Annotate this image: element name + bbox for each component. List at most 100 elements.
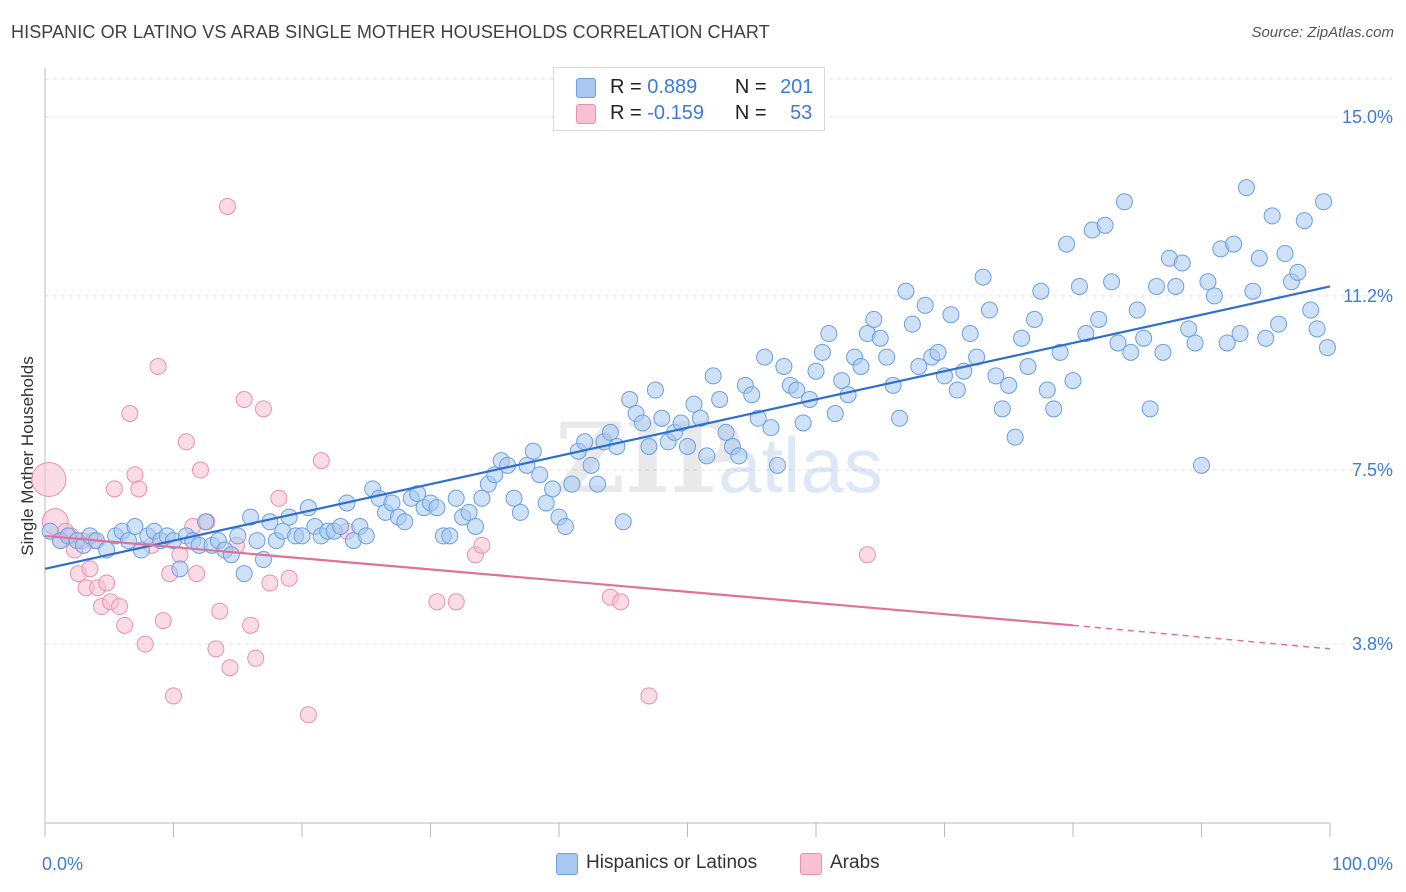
hispanic-point — [704, 367, 722, 385]
trend-line-arabs-dashed — [1072, 624, 1331, 650]
hispanic-point — [775, 357, 793, 375]
legend-n-label: N = — [734, 76, 767, 98]
arab-point — [207, 640, 225, 658]
hispanic-point — [582, 456, 600, 474]
hispanic-point — [1154, 343, 1172, 361]
arab-point — [149, 357, 167, 375]
hispanic-point — [1090, 310, 1108, 328]
hispanic-point — [222, 546, 240, 564]
hispanic-point — [1218, 334, 1236, 352]
hispanic-point — [1237, 179, 1255, 197]
hispanic-point — [460, 503, 478, 521]
hispanic-point — [730, 447, 748, 465]
hispanic-point — [357, 527, 375, 545]
arab-point — [177, 433, 195, 451]
arab-point — [221, 659, 239, 677]
hispanic-point — [788, 381, 806, 399]
legend-n-value: 201 — [780, 76, 814, 98]
hispanic-point — [762, 419, 780, 437]
hispanic-point — [235, 565, 253, 583]
legend-n-label: N = — [734, 102, 767, 124]
legend-text-arabs: R = -0.159 N = 53 — [610, 102, 812, 125]
hispanic-point — [756, 348, 774, 366]
hispanic-point — [293, 527, 311, 545]
hispanic-point — [441, 527, 459, 545]
arab-point — [218, 197, 236, 215]
legend-r-value: 0.889 — [647, 76, 698, 98]
axes — [44, 68, 1331, 837]
hispanic-point — [1289, 263, 1307, 281]
grid-lines — [45, 78, 1392, 645]
hispanic-point — [1167, 277, 1185, 295]
arab-point — [261, 574, 279, 592]
legend-swatch-pink — [576, 104, 596, 124]
hispanic-point — [794, 414, 812, 432]
arab-point — [254, 400, 272, 418]
arab-point — [165, 687, 182, 705]
hispanic-point — [1013, 329, 1031, 347]
arab-point — [154, 612, 172, 630]
hispanic-point — [556, 518, 574, 536]
hispanic-point — [820, 325, 838, 343]
arab-point — [81, 560, 99, 578]
arab-point — [191, 461, 209, 479]
series-arabs-points — [31, 197, 876, 724]
hispanic-point — [897, 282, 915, 300]
hispanic-point — [884, 376, 902, 394]
hispanic-point — [634, 414, 652, 432]
hispanic-point — [1180, 320, 1198, 338]
hispanic-point — [826, 405, 844, 423]
hispanic-point — [1302, 301, 1320, 319]
legend-r-label: R = — [610, 76, 642, 98]
hispanic-point — [428, 499, 446, 517]
hispanic-point — [640, 438, 658, 455]
hispanic-point — [563, 475, 581, 493]
hispanic-point — [248, 532, 266, 550]
arab-point — [111, 598, 129, 616]
hispanic-point — [679, 438, 696, 455]
arab-point — [211, 602, 229, 620]
hispanic-point — [948, 381, 966, 399]
hispanic-point — [396, 513, 414, 531]
hispanic-point — [1257, 329, 1275, 347]
hispanic-point — [698, 447, 716, 465]
hispanic-point — [621, 390, 639, 408]
watermark: ZIP atlas — [555, 402, 883, 515]
bottom-legend-label-arabs: Arabs — [830, 852, 880, 873]
hispanic-point — [980, 301, 998, 319]
stats-legend: R = 0.889 N = 201 R = -0.159 N = 53 — [553, 67, 825, 131]
hispanic-point — [987, 367, 1005, 385]
hispanic-point — [749, 409, 767, 427]
hispanic-point — [614, 513, 632, 531]
hispanic-point — [1006, 428, 1024, 446]
hispanic-point — [1225, 235, 1243, 253]
y-tick-label: 7.5% — [1352, 460, 1393, 480]
hispanic-point — [511, 503, 529, 521]
hispanic-point — [589, 475, 607, 493]
arab-point — [126, 466, 144, 484]
hispanic-point — [447, 489, 465, 507]
arab-point — [447, 593, 465, 611]
legend-r-value: -0.159 — [647, 102, 704, 124]
hispanic-point — [1318, 339, 1336, 357]
hispanic-point — [537, 494, 555, 512]
bottom-legend-label-hispanics: Hispanics or Latinos — [586, 852, 758, 873]
hispanic-point — [1193, 456, 1210, 474]
hispanic-point — [1199, 273, 1217, 291]
hispanic-point — [833, 372, 851, 390]
arab-point — [31, 461, 67, 497]
hispanic-point — [1051, 343, 1069, 361]
arab-point — [428, 593, 446, 611]
arab-point — [116, 616, 134, 634]
hispanic-point — [1109, 334, 1127, 352]
arab-point — [299, 706, 317, 724]
hispanic-point — [242, 508, 260, 526]
arab-point — [473, 536, 491, 554]
x-tick-label: 100.0% — [1332, 854, 1393, 874]
hispanic-point — [1308, 320, 1326, 338]
arab-point — [121, 405, 139, 423]
hispanic-point — [1244, 282, 1262, 300]
hispanic-point — [993, 400, 1011, 418]
hispanic-point — [1148, 277, 1166, 295]
arab-point — [280, 569, 298, 587]
